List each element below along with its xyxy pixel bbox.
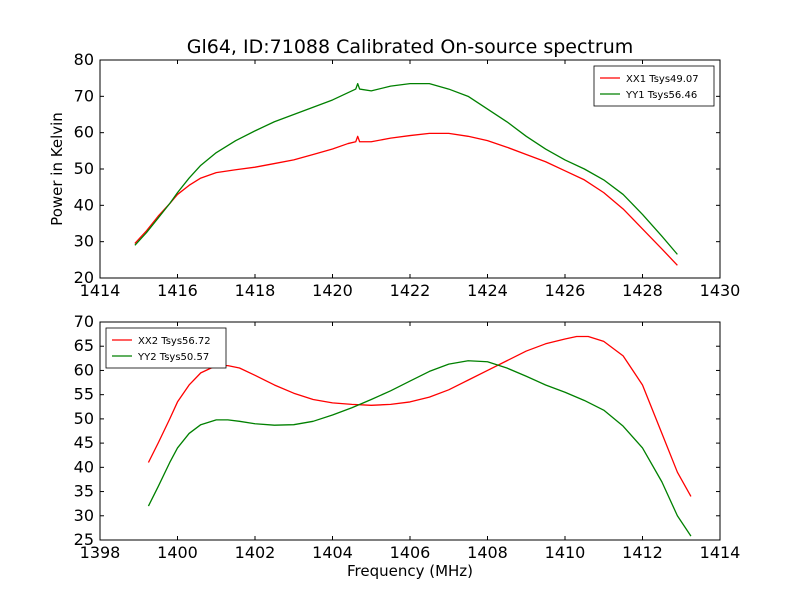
x-tick-label: 1414 bbox=[700, 543, 741, 562]
x-tick-label: 1416 bbox=[157, 281, 198, 300]
series-line-xx1 bbox=[134, 132, 678, 266]
x-tick-label: 1426 bbox=[545, 281, 586, 300]
y-tick-label: 60 bbox=[74, 123, 94, 142]
legend-box bbox=[105, 327, 227, 369]
series-line-xx2 bbox=[147, 335, 692, 497]
x-tick-label: 1404 bbox=[312, 543, 353, 562]
legend-box bbox=[593, 65, 715, 107]
panel-2: 1398 1400 1402 1404 1406 1408 1410 1412 1414 25 30… bbox=[74, 312, 741, 580]
y-tick-label: 55 bbox=[74, 385, 94, 404]
figure-title: Gl64, ID:71088 Calibrated On-source spec… bbox=[187, 36, 634, 58]
y-axis-label: Power in Kelvin bbox=[48, 112, 66, 226]
panels-container: 1414 1416 1418 1420 1422 1424 1426 1428 1430 20 30… bbox=[48, 50, 740, 580]
y-tick-label: 45 bbox=[74, 433, 94, 452]
y-tick-label: 70 bbox=[74, 86, 94, 105]
x-tick-label: 1422 bbox=[390, 281, 431, 300]
x-tick-label: 1400 bbox=[157, 543, 198, 562]
series-line-yy2 bbox=[147, 360, 692, 537]
y-tick-label: 30 bbox=[74, 506, 94, 525]
panel-1: 1414 1416 1418 1420 1422 1424 1426 1428 1430 20 30… bbox=[48, 50, 740, 300]
x-tick-label: 1414 bbox=[80, 281, 121, 300]
legend-label: YY2 Tsys50.57 bbox=[137, 352, 209, 363]
y-tick-label: 80 bbox=[74, 50, 94, 69]
y-tick-label: 35 bbox=[74, 482, 94, 501]
x-tick-label: 1430 bbox=[700, 281, 741, 300]
y-tick-label: 30 bbox=[74, 232, 94, 251]
x-tick-label: 1402 bbox=[235, 543, 276, 562]
y-tick-label: 20 bbox=[74, 268, 94, 287]
x-tick-label: 1410 bbox=[545, 543, 586, 562]
x-axis-label: Frequency (MHz) bbox=[347, 562, 473, 580]
series-line-yy1 bbox=[134, 82, 678, 255]
x-tick-label: 1420 bbox=[312, 281, 353, 300]
legend-label: XX1 Tsys49.07 bbox=[626, 74, 699, 85]
y-tick-label: 65 bbox=[74, 336, 94, 355]
x-tick-label: 1428 bbox=[622, 281, 663, 300]
y-tick-label: 60 bbox=[74, 360, 94, 379]
x-tick-label: 1398 bbox=[80, 543, 121, 562]
legend: XX1 Tsys49.07 YY1 Tsys56.46 bbox=[593, 65, 715, 107]
y-tick-label: 50 bbox=[74, 409, 94, 428]
y-tick-label: 50 bbox=[74, 159, 94, 178]
x-tick-label: 1412 bbox=[622, 543, 663, 562]
y-tick-label: 25 bbox=[74, 530, 94, 549]
y-tick-label: 40 bbox=[74, 457, 94, 476]
x-tick-label: 1424 bbox=[467, 281, 508, 300]
x-tick-label: 1408 bbox=[467, 543, 508, 562]
legend: XX2 Tsys56.72 YY2 Tsys50.57 bbox=[105, 327, 227, 369]
x-tick-label: 1418 bbox=[235, 281, 276, 300]
y-tick-label: 70 bbox=[74, 312, 94, 331]
legend-label: XX2 Tsys56.72 bbox=[138, 336, 211, 347]
legend-label: YY1 Tsys56.46 bbox=[625, 90, 697, 101]
x-tick-label: 1406 bbox=[390, 543, 431, 562]
y-tick-label: 40 bbox=[74, 195, 94, 214]
